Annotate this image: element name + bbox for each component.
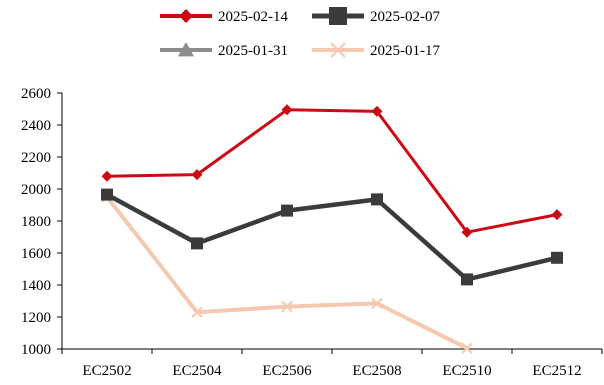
legend-marker-stroke-b (330, 42, 346, 58)
data-point (461, 226, 473, 238)
y-tick-label: 2000 (21, 182, 51, 198)
legend-label: 2025-02-14 (218, 9, 288, 25)
y-tick-label: 1400 (21, 278, 51, 294)
data-point (371, 193, 383, 206)
y-tick-label: 1600 (21, 246, 51, 262)
series-line (105, 195, 468, 350)
legend-item: 2025-02-14 (160, 9, 288, 25)
x-tick-label: EC2508 (352, 363, 401, 379)
x-tick-label: EC2504 (172, 363, 222, 379)
data-point (281, 300, 293, 313)
data-point (371, 297, 383, 310)
data-point (101, 170, 113, 182)
data-point (551, 251, 563, 264)
data-point (191, 237, 203, 250)
legend-marker (330, 42, 346, 58)
y-tick-label: 2600 (21, 86, 51, 102)
legend-label: 2025-01-17 (370, 43, 440, 59)
data-point-stroke-b (461, 342, 473, 354)
series-line (105, 192, 558, 282)
y-tick-label: 2400 (21, 118, 51, 134)
data-point (101, 188, 113, 201)
axes: 1000 1200 1400 1600 1800 2000 2200 2400 2600 EC25… (21, 86, 603, 379)
y-tick-label: 1000 (21, 342, 51, 358)
legend-item: 2025-02-07 (312, 7, 440, 25)
legend-item: 2025-01-17 (312, 42, 440, 59)
legend-marker (329, 7, 347, 25)
data-point (281, 204, 293, 217)
series-line (106, 108, 558, 234)
data-point (281, 104, 293, 116)
data-point (461, 342, 473, 354)
legend-marker (178, 42, 194, 57)
data-point-stroke-b (191, 306, 203, 318)
x-tick-label: EC2506 (262, 363, 312, 379)
legend: 2025-02-14 2025-02-07 2025-01-31 2025-01-17 (160, 7, 440, 59)
x-tick-label: EC2510 (442, 363, 491, 379)
y-tick-label: 1800 (21, 214, 51, 230)
y-tick-label: 1200 (21, 310, 51, 326)
legend-marker (179, 9, 193, 23)
series-2025-02-07 (101, 188, 563, 286)
data-point (551, 209, 563, 221)
data-point (371, 105, 383, 117)
series-layer (101, 104, 563, 354)
data-point-stroke-b (281, 300, 293, 313)
legend-label: 2025-02-07 (370, 9, 440, 25)
y-tick-label: 2200 (21, 150, 51, 166)
data-point (191, 169, 203, 181)
series-2025-02-14 (101, 104, 563, 238)
legend-item: 2025-01-31 (160, 42, 288, 59)
data-point (191, 306, 203, 318)
x-tick-label: EC2502 (82, 363, 131, 379)
data-point-stroke-b (371, 297, 383, 310)
x-tick-label: EC2512 (532, 363, 581, 379)
legend-label: 2025-01-31 (218, 43, 288, 59)
data-point (461, 273, 473, 286)
